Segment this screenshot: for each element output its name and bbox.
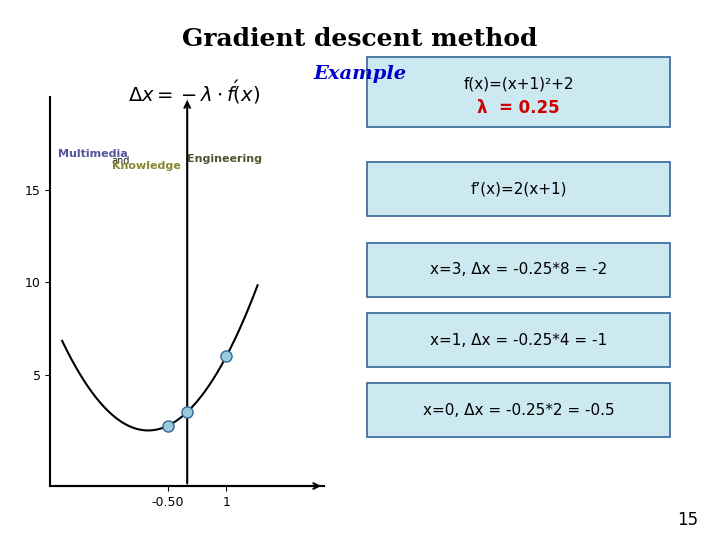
Text: Engineering: Engineering <box>187 154 262 164</box>
Text: and: and <box>112 156 130 166</box>
Text: λ  = 0.25: λ = 0.25 <box>477 99 559 117</box>
Text: x=3, Δx = -0.25*8 = -2: x=3, Δx = -0.25*8 = -2 <box>430 262 607 278</box>
Text: x=1, Δx = -0.25*4 = -1: x=1, Δx = -0.25*4 = -1 <box>430 333 607 348</box>
Text: Example: Example <box>313 65 407 83</box>
Text: Knowledge: Knowledge <box>112 161 180 171</box>
Text: f(x)=(x+1)²+2: f(x)=(x+1)²+2 <box>463 76 574 91</box>
Text: x=0, Δx = -0.25*2 = -0.5: x=0, Δx = -0.25*2 = -0.5 <box>423 403 614 418</box>
Text: Gradient descent method: Gradient descent method <box>182 27 538 51</box>
Text: 15: 15 <box>678 511 698 529</box>
Text: $\Delta x = -\lambda \cdot f\'(x)$: $\Delta x = -\lambda \cdot f\'(x)$ <box>128 78 261 106</box>
Text: f’(x)=2(x+1): f’(x)=2(x+1) <box>470 181 567 197</box>
Text: Multimedia: Multimedia <box>58 149 127 159</box>
